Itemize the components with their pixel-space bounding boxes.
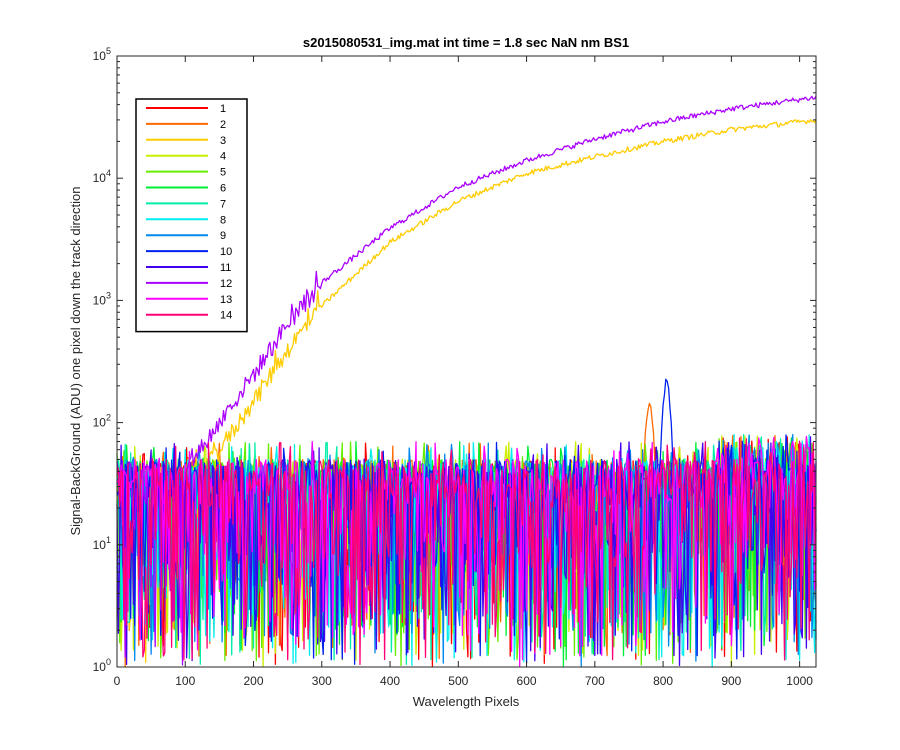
y-tick-label: 100 bbox=[93, 657, 111, 674]
y-tick-label: 104 bbox=[93, 168, 111, 185]
legend-label-14: 14 bbox=[220, 310, 232, 322]
series-layer bbox=[116, 95, 817, 668]
y-tick-label: 102 bbox=[93, 413, 111, 430]
x-tick-label: 100 bbox=[175, 674, 195, 688]
x-tick-label: 400 bbox=[380, 674, 400, 688]
x-axis-title: Wavelength Pixels bbox=[413, 694, 520, 709]
legend-label-4: 4 bbox=[220, 151, 226, 163]
x-tick-label: 0 bbox=[114, 674, 121, 688]
plot-frame bbox=[116, 55, 817, 668]
legend-label-3: 3 bbox=[220, 135, 226, 147]
x-tick-label: 700 bbox=[585, 674, 605, 688]
chart-title: s2015080531_img.mat int time = 1.8 sec N… bbox=[303, 35, 629, 50]
x-tick-label: 300 bbox=[312, 674, 332, 688]
y-axis-title: Signal-BackGround (ADU) one pixel down t… bbox=[68, 186, 83, 535]
y-tick-label: 105 bbox=[93, 46, 111, 63]
x-tick-label: 900 bbox=[721, 674, 741, 688]
y-tick-label: 103 bbox=[93, 290, 111, 307]
series-line-9 bbox=[116, 433, 817, 667]
y-tick-label: 101 bbox=[93, 535, 111, 552]
x-tick-label: 1000 bbox=[786, 674, 813, 688]
x-tick-label: 500 bbox=[448, 674, 468, 688]
legend-label-12: 12 bbox=[220, 278, 232, 290]
ticks-layer: 0 100 200 300 400 500 600 700 800 900 100010010110… bbox=[93, 46, 816, 688]
x-tick-label: 200 bbox=[244, 674, 264, 688]
legend-label-11: 11 bbox=[220, 262, 231, 274]
legend-label-8: 8 bbox=[220, 214, 226, 226]
legend-box bbox=[135, 98, 248, 333]
series-line-3 bbox=[116, 118, 817, 664]
legend-label-1: 1 bbox=[220, 103, 226, 115]
legend-label-10: 10 bbox=[220, 246, 232, 258]
series-line-14 bbox=[116, 437, 817, 666]
series-line-12 bbox=[116, 95, 817, 666]
legend-label-5: 5 bbox=[220, 167, 226, 179]
x-tick-label: 600 bbox=[517, 674, 537, 688]
legend-label-2: 2 bbox=[220, 119, 226, 131]
x-tick-label: 800 bbox=[653, 674, 673, 688]
legend-label-7: 7 bbox=[220, 198, 226, 210]
legend-label-13: 13 bbox=[220, 294, 232, 306]
legend-label-9: 9 bbox=[220, 230, 226, 242]
legend-label-6: 6 bbox=[220, 183, 226, 195]
